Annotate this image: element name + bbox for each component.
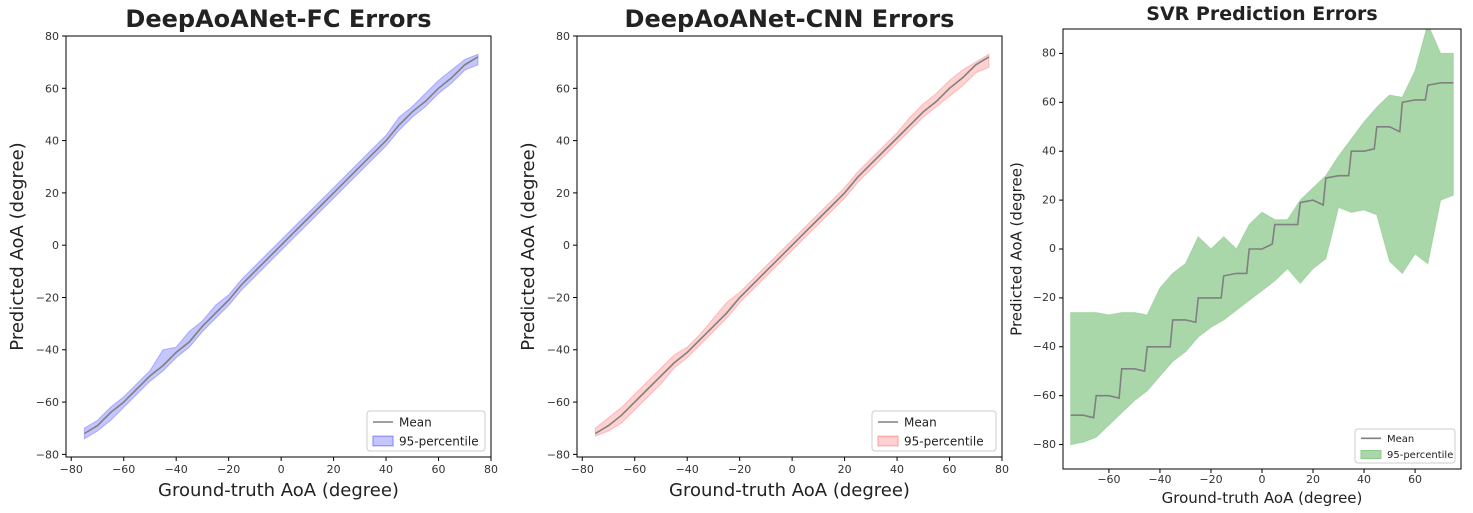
y-tick-label: 0 <box>52 239 59 252</box>
y-tick-label: −20 <box>36 291 59 304</box>
x-tick-label: 0 <box>1259 473 1266 486</box>
y-tick-label: −20 <box>547 291 570 304</box>
chart-panel-1: −80 −60 −40 −20 0 20 40 60 80 −80 −60 −40 −20 0 20 40 60… <box>7 5 498 501</box>
y-tick-label: 80 <box>1042 47 1056 60</box>
y-tick-label: 0 <box>1049 242 1056 255</box>
x-tick-label: 60 <box>432 463 446 476</box>
x-tick-label: −40 <box>165 463 188 476</box>
y-tick-label: 60 <box>1042 96 1056 109</box>
x-tick-label: −40 <box>676 463 699 476</box>
chart-panel-2: −80 −60 −40 −20 0 20 40 60 80 −80 −60 −40 −20 0 20 40 60… <box>518 5 1009 501</box>
x-tick-label: −40 <box>1148 473 1171 486</box>
x-tick-label: −60 <box>623 463 646 476</box>
y-tick-label: 40 <box>556 135 570 148</box>
y-tick-label: 80 <box>556 30 570 43</box>
y-tick-label: −40 <box>547 344 570 357</box>
y-axis-label: Predicted AoA (degree) <box>518 142 539 350</box>
axes-frame <box>65 35 492 458</box>
y-tick-label: −80 <box>547 448 570 461</box>
x-tick-label: 20 <box>838 463 852 476</box>
legend-band-swatch <box>372 435 394 447</box>
y-tick-label: 60 <box>45 82 59 95</box>
x-tick-label: 80 <box>995 463 1009 476</box>
y-tick-label: −40 <box>36 344 59 357</box>
chart-title: DeepAoANet-FC Errors <box>125 5 431 33</box>
legend-mean-label: Mean <box>1387 434 1414 445</box>
y-tick-label: 0 <box>563 239 570 252</box>
x-axis-label: Ground-truth AoA (degree) <box>158 480 399 501</box>
percentile-band <box>83 53 479 440</box>
x-tick-label: 0 <box>789 463 796 476</box>
x-tick-label: 80 <box>484 463 498 476</box>
legend-band-swatch <box>877 435 899 447</box>
y-axis-label: Predicted AoA (degree) <box>1008 162 1026 336</box>
x-tick-label: −20 <box>217 463 240 476</box>
x-tick-label: −20 <box>1199 473 1222 486</box>
y-tick-label: −80 <box>1033 438 1056 451</box>
x-tick-label: −20 <box>728 463 751 476</box>
y-tick-label: 80 <box>45 30 59 43</box>
mean-line <box>83 56 479 435</box>
legend-mean-label: Mean <box>904 415 937 429</box>
x-tick-label: 40 <box>890 463 904 476</box>
x-tick-label: 20 <box>1306 473 1320 486</box>
y-tick-label: 20 <box>1042 193 1056 206</box>
x-tick-label: 40 <box>1357 473 1371 486</box>
y-tick-label: −80 <box>36 448 59 461</box>
y-tick-label: 40 <box>1042 144 1056 157</box>
legend-box <box>871 410 997 452</box>
x-tick-label: 0 <box>278 463 285 476</box>
y-tick-label: 60 <box>556 82 570 95</box>
legend-band-label: 95-percentile <box>1387 450 1453 461</box>
x-tick-label: −80 <box>571 463 594 476</box>
chart-title: SVR Prediction Errors <box>1146 3 1377 25</box>
legend-mean-label: Mean <box>399 415 432 429</box>
chart-title: DeepAoANet-CNN Errors <box>625 5 955 33</box>
x-tick-label: 60 <box>943 463 957 476</box>
legend-band-label: 95-percentile <box>399 434 479 448</box>
y-tick-label: −20 <box>1033 291 1056 304</box>
x-tick-label: −60 <box>1097 473 1120 486</box>
x-tick-label: 20 <box>327 463 341 476</box>
legend: Mean 95-percentile <box>1354 428 1456 464</box>
axes-frame <box>576 35 1003 458</box>
y-tick-label: −60 <box>36 396 59 409</box>
x-tick-label: 60 <box>1408 473 1422 486</box>
y-tick-label: −60 <box>1033 389 1056 402</box>
x-tick-label: −60 <box>112 463 135 476</box>
percentile-band <box>1070 29 1454 446</box>
x-axis-label: Ground-truth AoA (degree) <box>1162 489 1363 507</box>
mean-line <box>594 56 990 435</box>
mean-line <box>1070 82 1454 419</box>
y-tick-label: 40 <box>45 135 59 148</box>
x-axis-label: Ground-truth AoA (degree) <box>669 480 910 501</box>
x-tick-label: 40 <box>379 463 393 476</box>
legend: Mean 95-percentile <box>366 410 486 452</box>
legend-band-label: 95-percentile <box>904 434 984 448</box>
y-tick-label: −60 <box>547 396 570 409</box>
y-tick-label: −40 <box>1033 340 1056 353</box>
legend-box <box>366 410 486 452</box>
x-tick-label: −80 <box>60 463 83 476</box>
chart-panel-3: −60 −40 −20 0 20 40 60 −80 −60 −40 −20 0 20 40 60 80 SVR… <box>1008 3 1462 507</box>
y-tick-label: 20 <box>45 187 59 200</box>
legend-band-swatch <box>1360 450 1382 459</box>
y-tick-label: 20 <box>556 187 570 200</box>
y-axis-label: Predicted AoA (degree) <box>7 142 28 350</box>
legend: Mean 95-percentile <box>871 410 997 452</box>
